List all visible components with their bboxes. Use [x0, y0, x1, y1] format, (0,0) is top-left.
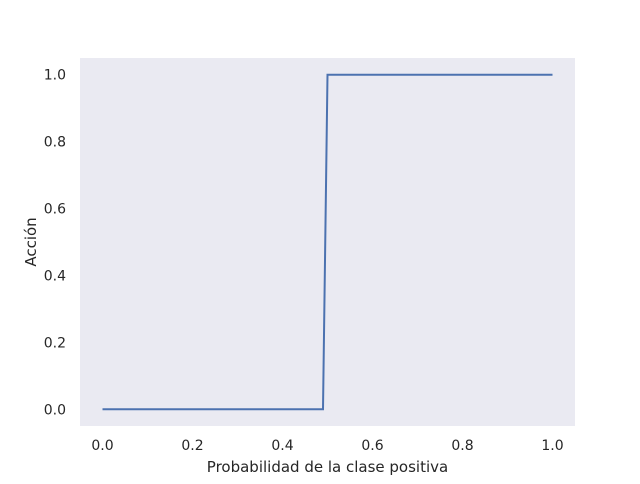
y-tick-label: 0.4	[44, 268, 66, 284]
y-tick-label: 0.2	[44, 335, 66, 351]
x-tick-label: 0.0	[91, 438, 113, 454]
y-tick-label: 0.0	[44, 402, 66, 418]
series-line-0	[102, 73, 553, 411]
x-tick-label: 1.0	[541, 438, 563, 454]
x-axis-label: Probabilidad de la clase positiva	[207, 458, 448, 476]
x-tick-label: 0.4	[271, 438, 293, 454]
y-tick-label: 0.8	[44, 135, 66, 151]
x-tick-label: 0.6	[361, 438, 383, 454]
series-layer	[102, 73, 553, 411]
x-tick-label: 0.2	[181, 438, 203, 454]
y-tick-label: 1.0	[44, 68, 66, 84]
x-tick-label: 0.8	[451, 438, 473, 454]
y-axis-ticks: 0.0 0.2 0.4 0.6 0.8 1.0	[44, 68, 66, 419]
y-tick-label: 0.6	[44, 202, 66, 218]
y-axis-label: Acción	[22, 217, 40, 266]
x-axis-ticks: 0.0 0.2 0.4 0.6 0.8 1.0	[91, 438, 563, 454]
